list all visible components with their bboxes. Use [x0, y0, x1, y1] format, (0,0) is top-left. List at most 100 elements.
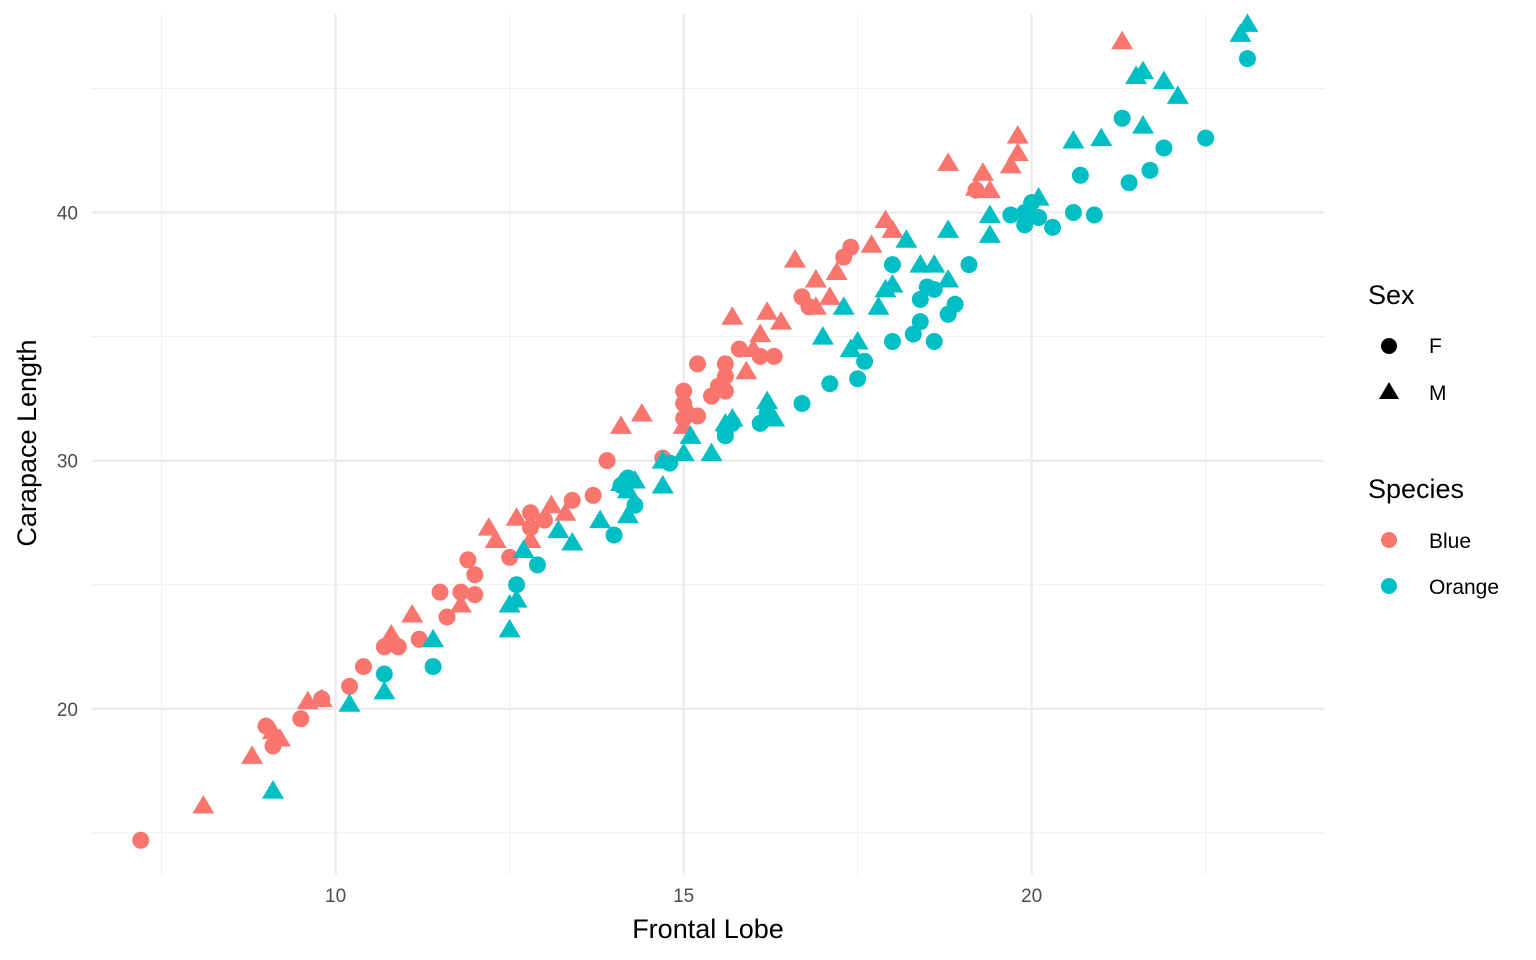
point-blue-m [756, 301, 779, 320]
point-blue-f [730, 340, 748, 358]
point-orange-m [1132, 60, 1155, 80]
point-orange-m [756, 390, 779, 410]
point-blue-m [784, 249, 807, 268]
point-orange-f [1155, 139, 1173, 157]
point-blue-f [842, 238, 860, 256]
y-tick-label: 20 [57, 700, 78, 721]
point-orange-m [1132, 115, 1155, 134]
point-blue-f [132, 831, 150, 849]
point-blue-f [438, 608, 456, 626]
point-orange-m [672, 442, 695, 462]
point-blue-f [522, 504, 540, 522]
point-blue-f [459, 551, 477, 569]
point-orange-m [651, 450, 674, 469]
point-blue-m [630, 402, 653, 422]
point-blue-m [749, 323, 772, 343]
legend-orange-swatch-icon [1381, 578, 1397, 594]
point-orange-m [846, 331, 869, 350]
point-blue-m [380, 623, 403, 643]
point-orange-m [1027, 187, 1050, 206]
legend-blue-swatch-icon [1381, 532, 1397, 548]
y-tick-label: 30 [57, 452, 78, 473]
x-axis-ticks: 10 15 20 [325, 886, 1042, 907]
point-orange-f [856, 352, 874, 370]
point-blue-m [505, 507, 528, 526]
x-tick-label: 10 [325, 886, 346, 907]
point-blue-m [735, 360, 758, 380]
point-orange-f [1197, 129, 1215, 147]
point-orange-m [1236, 13, 1259, 32]
point-orange-m [616, 504, 639, 524]
point-orange-m [561, 532, 584, 551]
point-blue-m [770, 311, 793, 330]
point-blue-f [466, 566, 484, 584]
point-orange-m [1229, 23, 1252, 42]
point-blue-f [522, 519, 540, 537]
point-orange-f [1238, 50, 1256, 68]
point-orange-f [911, 313, 929, 331]
point-orange-m [1090, 127, 1113, 147]
point-blue-f [341, 677, 359, 695]
point-orange-m [978, 224, 1001, 243]
point-orange-f [1120, 174, 1138, 192]
point-orange-f [1002, 206, 1020, 224]
point-orange-m [811, 326, 834, 345]
point-blue-m [742, 338, 765, 357]
point-blue-m [268, 728, 291, 747]
point-orange-m [512, 539, 535, 558]
point-orange-m [867, 296, 890, 315]
y-axis-ticks: 20 30 40 [57, 204, 78, 721]
legend-sex: Sex F M [1368, 280, 1447, 405]
point-orange-f [1071, 166, 1089, 184]
point-blue-m [937, 152, 960, 171]
legend-sex-label-f: F [1429, 335, 1442, 358]
point-orange-f [883, 333, 901, 351]
point-orange-f [1016, 216, 1034, 234]
point-orange-m [895, 229, 918, 248]
point-blue-m [1111, 30, 1134, 50]
point-orange-m [721, 407, 744, 427]
point-orange-f [849, 370, 867, 388]
legend-species-label-orange: Orange [1429, 576, 1499, 599]
legend-species: Species Blue Orange [1368, 474, 1499, 599]
point-orange-m [679, 425, 702, 444]
point-blue-f [292, 710, 310, 728]
point-blue-m [554, 502, 577, 521]
point-orange-m [623, 469, 646, 489]
point-orange-m [1062, 130, 1085, 149]
point-blue-m [721, 306, 744, 325]
point-orange-m [1166, 85, 1189, 104]
legend-species-title: Species [1368, 474, 1464, 504]
point-blue-m [241, 745, 264, 764]
point-orange-f [925, 333, 943, 351]
point-orange-m [589, 509, 612, 529]
point-orange-f [424, 658, 442, 676]
point-orange-m [937, 219, 960, 238]
point-orange-m [881, 273, 904, 293]
point-orange-f [1113, 109, 1131, 127]
point-orange-m [547, 519, 570, 539]
point-blue-m [881, 219, 904, 238]
point-orange-m [937, 268, 960, 288]
point-blue-m [971, 162, 994, 181]
point-orange-m [923, 254, 946, 273]
point-orange-f [911, 290, 929, 308]
point-blue-m [804, 296, 827, 315]
point-blue-f [716, 355, 734, 373]
point-orange-f [528, 556, 546, 574]
point-blue-f [354, 658, 372, 676]
point-orange-f [375, 665, 393, 683]
point-blue-f [452, 583, 470, 601]
point-blue-m [818, 286, 841, 305]
x-tick-label: 20 [1021, 886, 1042, 907]
point-orange-f [904, 325, 922, 343]
point-orange-f [821, 375, 839, 393]
point-orange-m [763, 407, 786, 427]
point-blue-m [679, 402, 702, 422]
point-orange-f [946, 295, 964, 313]
point-blue-f [466, 586, 484, 604]
point-blue-f [410, 630, 428, 648]
point-orange-m [338, 693, 361, 712]
point-blue-m [1006, 142, 1029, 161]
y-axis-title: Carapace Length [12, 339, 42, 546]
